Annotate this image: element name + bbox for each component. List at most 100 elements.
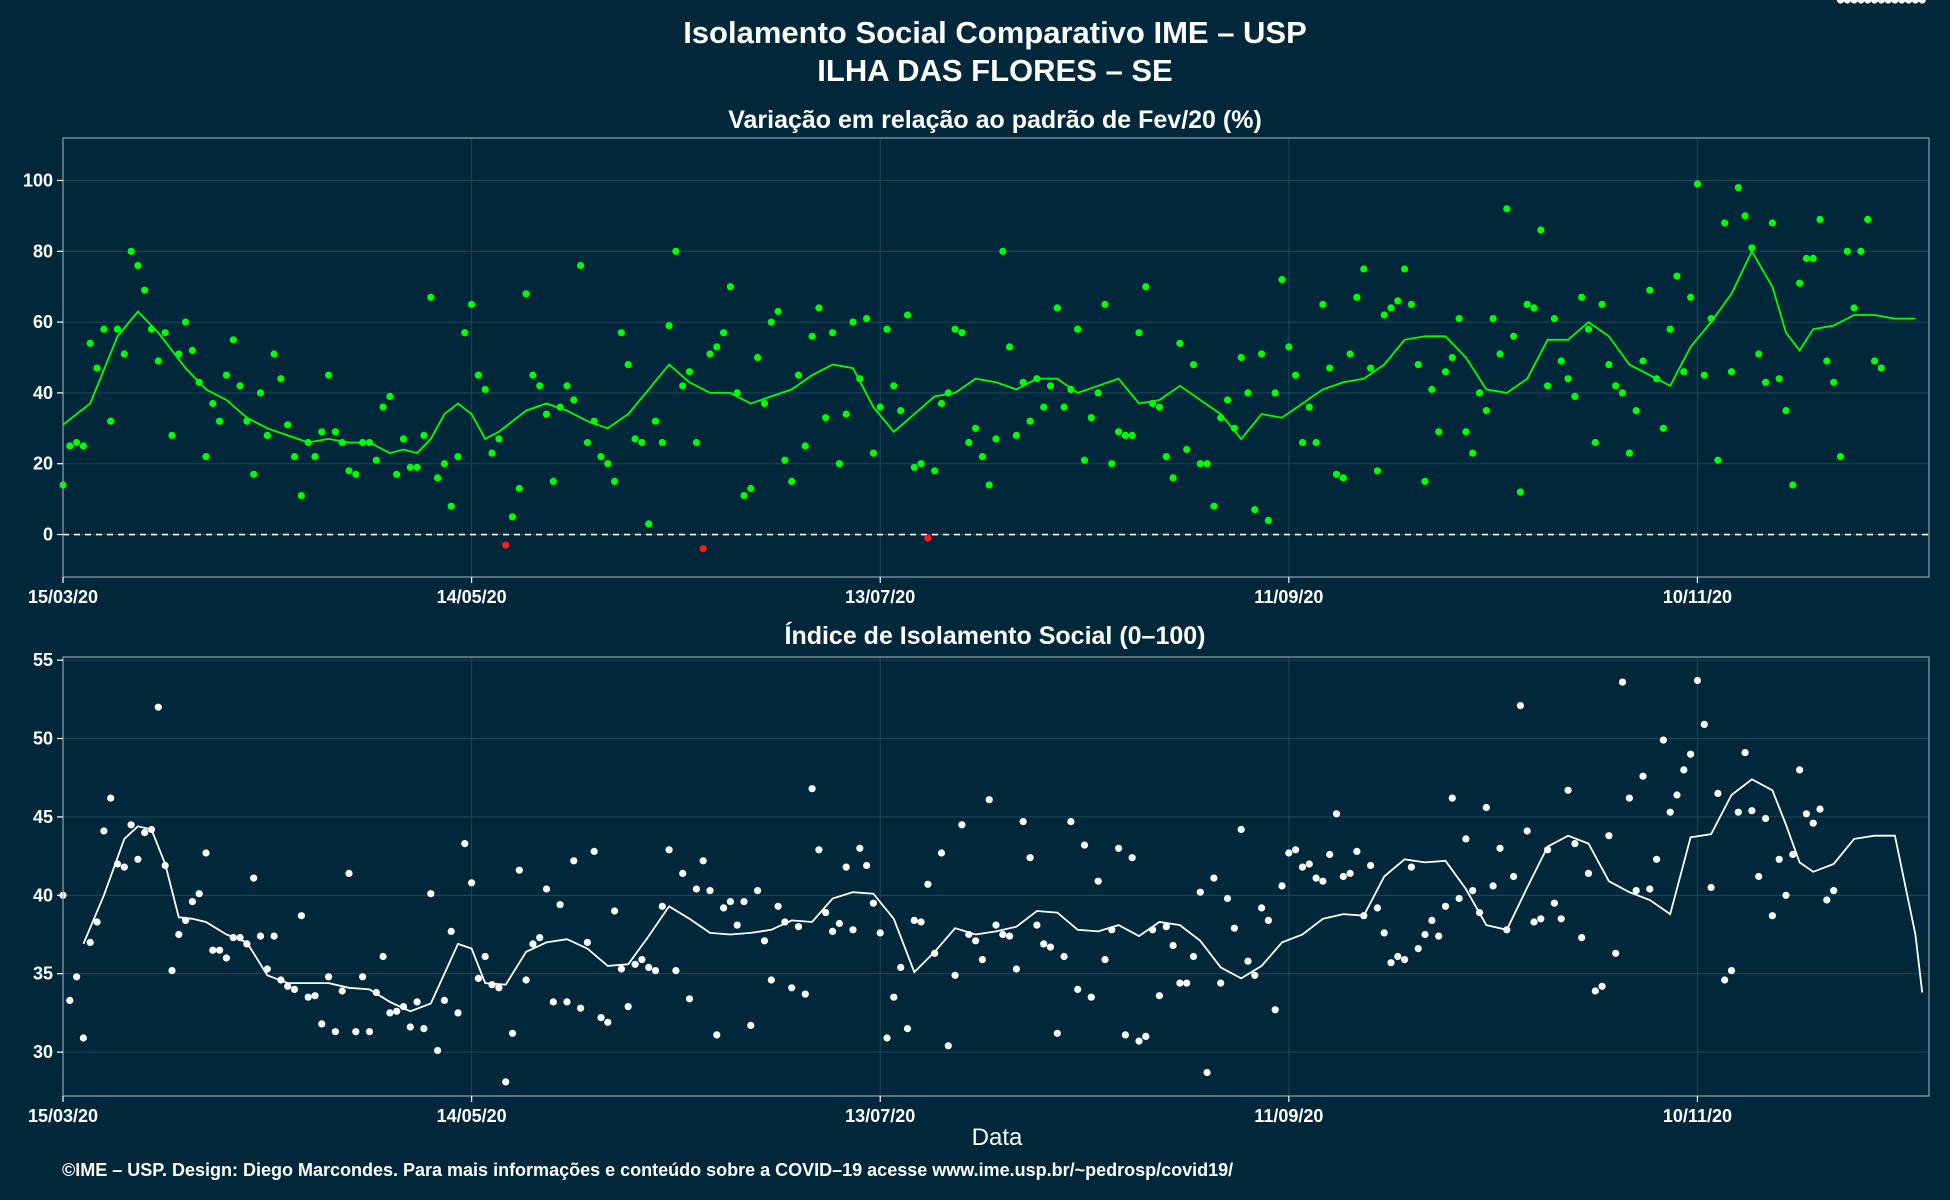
p2-point-213 bbox=[1510, 872, 1518, 881]
p2-point-93 bbox=[692, 885, 701, 893]
p1-point-204 bbox=[1448, 353, 1456, 362]
p1-point-147 bbox=[1060, 403, 1068, 411]
p2-point-193 bbox=[1373, 904, 1381, 912]
p1-point-42 bbox=[345, 467, 353, 475]
p1-point-56 bbox=[440, 460, 448, 468]
p2-point-92 bbox=[685, 995, 694, 1003]
p1-point-98 bbox=[726, 283, 735, 291]
p1-point-126 bbox=[917, 460, 925, 468]
p2-point-252 bbox=[1775, 855, 1783, 863]
p1-point-174 bbox=[1244, 389, 1252, 397]
p1-point-47 bbox=[379, 403, 387, 411]
p2-point-187 bbox=[1332, 810, 1341, 818]
p2-point-27 bbox=[243, 940, 251, 948]
p2-point-172 bbox=[1230, 924, 1238, 932]
p2-point-16 bbox=[168, 967, 176, 975]
p1-point-102 bbox=[754, 353, 762, 362]
p1-point-202 bbox=[1435, 428, 1443, 436]
p1-point-143 bbox=[1033, 375, 1041, 383]
p1-point-95 bbox=[706, 350, 714, 358]
p2-point-154 bbox=[1108, 926, 1116, 934]
p1-point-8 bbox=[113, 325, 122, 333]
p1-ytick-label-4: 80 bbox=[33, 241, 53, 261]
p2-point-161 bbox=[1155, 992, 1163, 1000]
p1-point-121 bbox=[883, 325, 891, 333]
p1-point-115 bbox=[842, 410, 850, 418]
p2-point-222 bbox=[1571, 840, 1579, 848]
p2-point-204 bbox=[1448, 794, 1456, 802]
p1-ytick-label-2: 40 bbox=[33, 383, 53, 403]
p2-point-117 bbox=[856, 844, 864, 852]
p1-point-11 bbox=[134, 261, 142, 270]
p2-point-171 bbox=[1223, 894, 1232, 903]
p2-point-4 bbox=[86, 938, 94, 947]
p1-point-246 bbox=[1734, 184, 1742, 192]
p2-point-52 bbox=[413, 998, 421, 1006]
p1-ytick-label-1: 20 bbox=[33, 454, 53, 474]
p2-ytick-label-1: 35 bbox=[33, 964, 53, 984]
p2-point-158 bbox=[1135, 1037, 1143, 1045]
p2-point-155 bbox=[1115, 844, 1123, 852]
p2-point-38 bbox=[318, 1020, 326, 1028]
p2-point-136 bbox=[985, 796, 993, 804]
p1-point-1 bbox=[66, 442, 74, 450]
p1-point-119 bbox=[869, 449, 878, 457]
p1-point-133 bbox=[965, 438, 973, 447]
p1-point-264 bbox=[1857, 247, 1865, 255]
p2-point-129 bbox=[937, 849, 946, 857]
p2-point-18 bbox=[182, 916, 190, 925]
p1-point-17 bbox=[175, 350, 183, 358]
p1-point-181 bbox=[1292, 371, 1300, 379]
p2-point-175 bbox=[1251, 971, 1259, 979]
p2-point-79 bbox=[597, 1014, 605, 1022]
p1-point-169 bbox=[1210, 502, 1218, 510]
p1-point-135 bbox=[978, 453, 987, 461]
p2-point-258 bbox=[1816, 805, 1824, 813]
p2-point-195 bbox=[1387, 959, 1395, 967]
p1-point-257 bbox=[1809, 254, 1817, 262]
p2-point-118 bbox=[863, 861, 871, 870]
p2-point-188 bbox=[1339, 872, 1347, 881]
p1-xtick-label-3: 11/09/20 bbox=[1254, 587, 1323, 607]
p1-point-36 bbox=[304, 438, 312, 447]
p1-point-223 bbox=[1578, 293, 1586, 301]
p2-point-9 bbox=[120, 863, 128, 871]
p1-point-78 bbox=[590, 417, 598, 425]
p1-point-187 bbox=[1332, 470, 1341, 478]
p2-point-256 bbox=[1802, 810, 1810, 818]
p1-point-109 bbox=[801, 442, 809, 450]
p1-point-243 bbox=[1714, 456, 1722, 464]
p2-point-36 bbox=[304, 993, 312, 1001]
p1-point-192 bbox=[1367, 364, 1375, 372]
p2-point-138 bbox=[999, 930, 1007, 939]
p1-point-3 bbox=[79, 442, 87, 450]
p2-point-24 bbox=[222, 954, 230, 962]
p1-point-20 bbox=[195, 378, 203, 386]
p2-point-261 bbox=[1836, 0, 1845, 4]
p2-point-149 bbox=[1074, 985, 1082, 994]
p2-point-133 bbox=[965, 930, 973, 939]
p1-point-260 bbox=[1830, 378, 1838, 386]
p2-point-242 bbox=[1707, 883, 1715, 892]
p1-point-31 bbox=[270, 350, 278, 358]
p1-point-97 bbox=[720, 329, 728, 337]
p1-point-116 bbox=[849, 318, 857, 326]
p2-point-68 bbox=[522, 976, 530, 984]
p2-point-249 bbox=[1755, 872, 1763, 881]
p1-point-212 bbox=[1503, 205, 1511, 213]
p1-point-207 bbox=[1469, 449, 1477, 457]
p1-point-127 bbox=[924, 534, 932, 542]
p2-point-125 bbox=[910, 916, 918, 925]
p2-point-147 bbox=[1060, 952, 1068, 961]
p1-point-236 bbox=[1666, 325, 1674, 333]
p1-point-38 bbox=[318, 428, 326, 436]
p2-point-145 bbox=[1046, 943, 1055, 951]
p1-point-136 bbox=[985, 481, 993, 489]
p1-point-93 bbox=[692, 438, 701, 447]
p1-point-172 bbox=[1230, 424, 1238, 432]
p2-point-62 bbox=[481, 952, 489, 961]
p2-point-218 bbox=[1544, 846, 1552, 854]
p2-point-86 bbox=[645, 963, 653, 972]
p1-point-99 bbox=[733, 389, 741, 397]
p1-point-76 bbox=[577, 261, 585, 270]
